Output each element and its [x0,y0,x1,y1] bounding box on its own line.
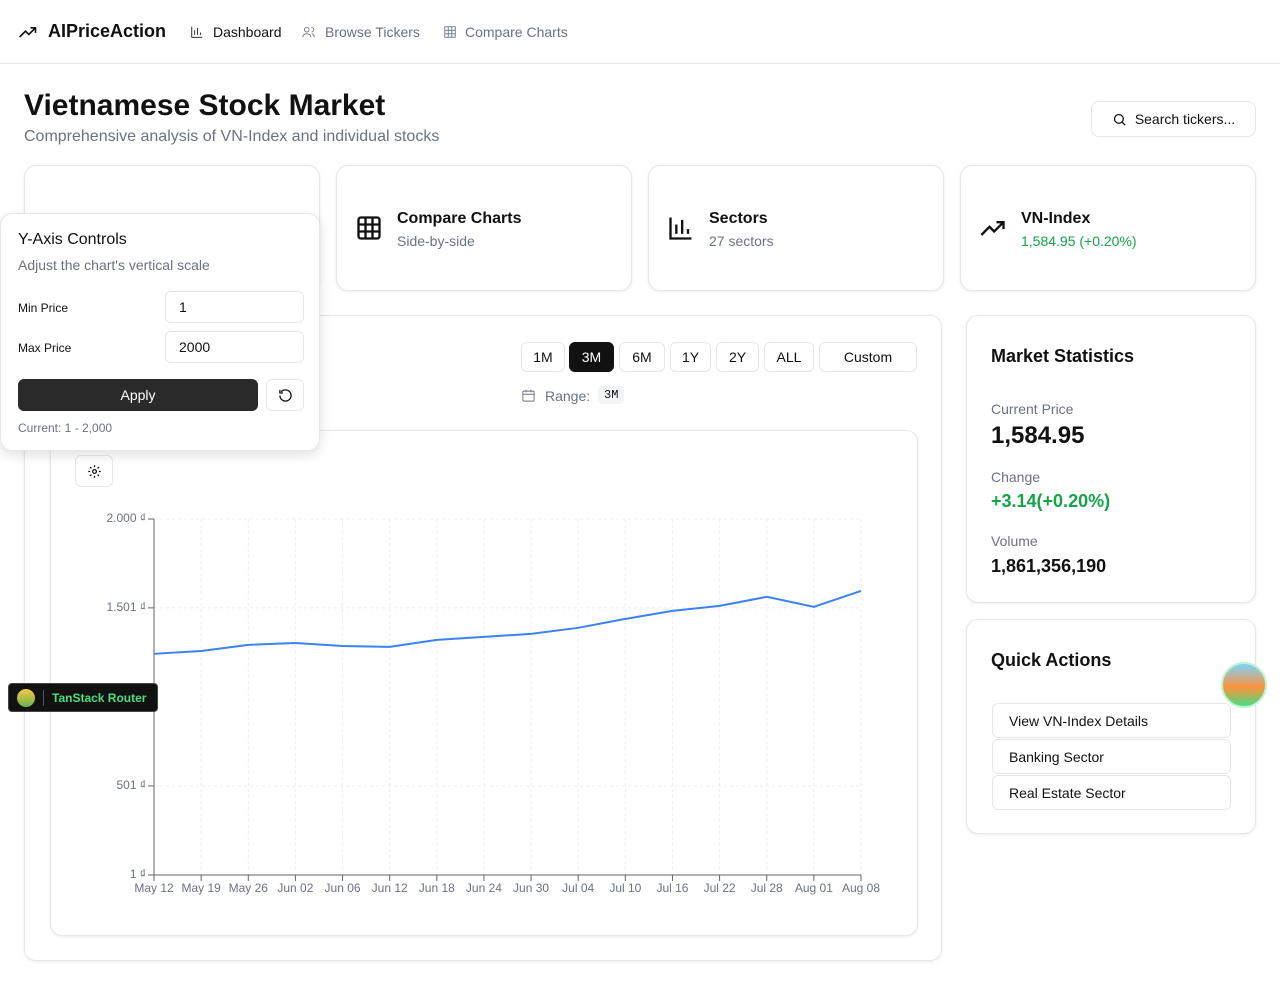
nav-link[interactable]: Compare Charts [465,24,568,40]
range-button[interactable]: 1M [521,342,565,372]
router-badge[interactable]: TanStack Router [8,683,158,712]
page-title: Vietnamese Stock Market [24,89,386,122]
brand[interactable]: AIPriceAction [48,21,167,41]
input-label: Min Price [18,301,69,315]
action-button[interactable]: Real Estate Sector [992,775,1231,810]
current-range: Current: 1 - 2,000 [18,421,113,435]
range-value: 3M [598,386,625,404]
reset-button[interactable] [266,379,304,411]
reset-icon [278,388,292,402]
stat-value: +3.14(+0.20%) [991,491,1111,511]
card-icon [980,221,1005,236]
range-button[interactable]: Custom [819,342,917,372]
stat-value: 1,584.95 [991,422,1085,449]
divider [43,690,44,706]
page-subtitle: Comprehensive analysis of VN-Index and i… [24,128,440,145]
search-text: Search tickers... [1134,111,1236,127]
badge-text: TanStack Router [52,691,147,705]
range-button[interactable]: ALL [764,342,814,372]
range-button[interactable]: 3M [569,342,614,372]
devtools-button[interactable] [1221,662,1267,708]
nav-card[interactable]: Sectors 27 sectors [648,165,944,291]
card-icon [669,217,692,240]
stats-title: Market Statistics [991,346,1135,366]
action-button[interactable]: View VN-Index Details [992,703,1231,738]
gear-icon [87,464,101,478]
action-button[interactable]: Banking Sector [992,739,1231,774]
badge-logo [17,689,35,707]
input-label: Max Price [18,341,72,355]
min-input[interactable]: 1 [165,291,304,323]
card-title: Compare Charts [397,210,522,227]
card-title: Sectors [709,210,768,227]
icon [302,26,315,38]
navbar: AIPriceAction Dashboard Browse Tickers C… [0,0,1280,64]
search-button[interactable]: Search tickers... [1091,101,1256,137]
search-icon [1113,113,1126,126]
apply-button[interactable]: Apply [18,379,258,411]
y-axis-popover: Y-Axis Controls Adjust the chart's verti… [0,213,320,451]
range-button[interactable]: 2Y [716,342,759,372]
stat-value: 1,861,356,190 [991,556,1107,576]
quick-actions-card: Quick Actions View VN-Index Details Bank… [966,619,1256,834]
chart-frame [50,430,918,936]
quick-actions-title: Quick Actions [991,650,1112,670]
logo-icon [19,27,37,38]
stat-label: Volume [991,533,1038,549]
range-button[interactable]: 6M [619,342,665,372]
stat-label: Change [991,469,1041,485]
card-subtitle: Side-by-side [397,233,475,249]
card-subtitle: 27 sectors [709,233,774,249]
nav-card[interactable]: VN-Index 1,584.95 (+0.20%) [960,165,1256,291]
nav-link[interactable]: Browse Tickers [325,24,420,40]
popover-subtitle: Adjust the chart's vertical scale [18,257,210,273]
range-button[interactable]: 1Y [670,342,711,372]
settings-button[interactable] [75,455,113,487]
card-title: VN-Index [1021,210,1091,227]
nav-link[interactable]: Dashboard [213,24,282,40]
stats-card: Market Statistics Current Price 1,584.95… [966,315,1256,603]
card-subtitle: 1,584.95 (+0.20%) [1021,233,1137,249]
stat-label: Current Price [991,401,1074,417]
icon [191,26,203,38]
range-label: Range: [545,388,591,404]
calendar-icon [522,389,535,402]
popover-title: Y-Axis Controls [18,231,127,248]
icon [444,26,456,38]
max-input[interactable]: 2000 [165,331,304,363]
nav-card[interactable]: Compare Charts Side-by-side [336,165,632,291]
card-icon [357,216,381,240]
